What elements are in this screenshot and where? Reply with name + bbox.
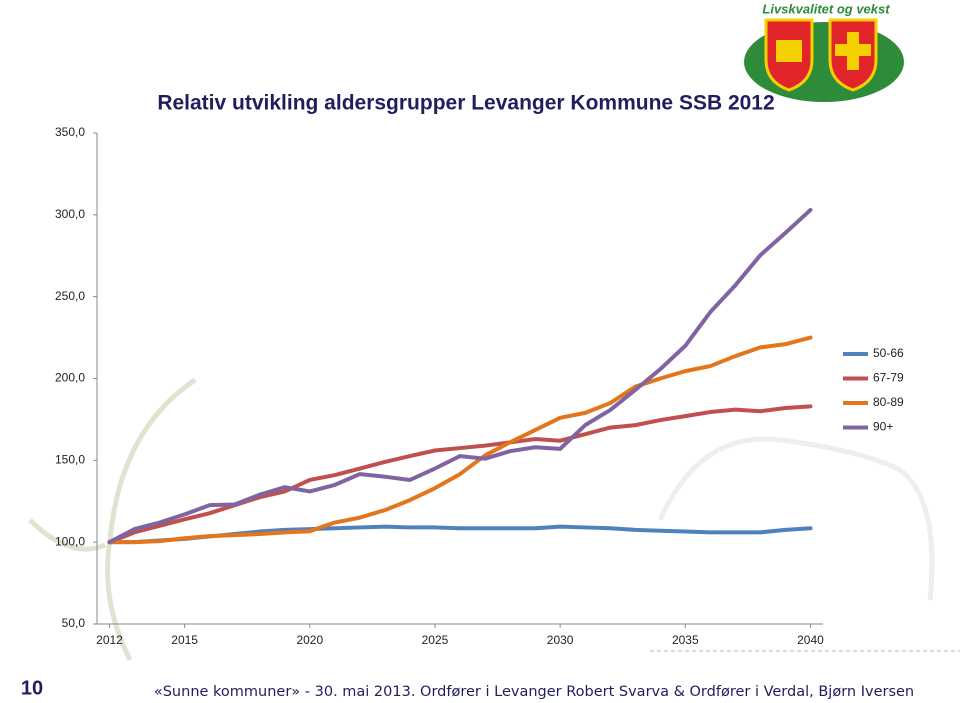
x-tick-label: 2040: [797, 633, 824, 647]
chart-title: Relativ utvikling aldersgrupper Levanger…: [157, 92, 774, 115]
logo-text: Livskvalitet og vekst: [762, 1, 890, 16]
legend-label: 50-66: [873, 346, 904, 360]
legend-label: 80-89: [873, 395, 904, 409]
x-tick-label: 2035: [672, 633, 699, 647]
x-tick-label: 2012: [96, 633, 123, 647]
y-tick-label: 100,0: [55, 534, 85, 548]
footer: «Sunne kommuner» - 30. mai 2013. Ordføre…: [154, 684, 914, 700]
x-tick-label: 2015: [171, 633, 198, 647]
series-line: [107, 335, 813, 545]
y-tick-label: 200,0: [55, 371, 85, 385]
y-tick-label: 250,0: [55, 289, 85, 303]
y-tick-label: 300,0: [55, 207, 85, 221]
x-tick-label: 2020: [296, 633, 323, 647]
legend-label: 67-79: [873, 371, 904, 385]
y-tick-label: 350,0: [55, 125, 85, 139]
legend-label: 90+: [873, 420, 893, 434]
y-tick-label: 50,0: [62, 616, 86, 630]
y-tick-label: 150,0: [55, 453, 85, 467]
x-tick-label: 2025: [422, 633, 449, 647]
logo: Livskvalitet og vekst: [744, 1, 904, 102]
series-line: [107, 207, 813, 545]
series-line: [107, 404, 813, 545]
slide-number: 10: [21, 677, 43, 699]
x-tick-label: 2030: [547, 633, 574, 647]
